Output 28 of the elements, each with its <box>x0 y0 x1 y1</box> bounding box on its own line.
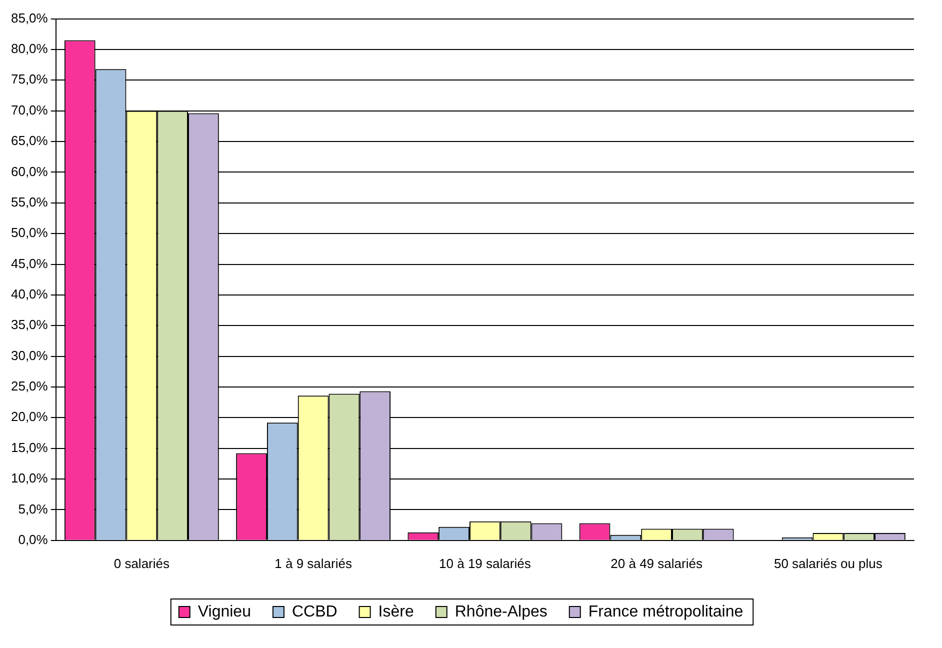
y-tick-label: 30,0% <box>10 348 48 363</box>
y-tick-label: 25,0% <box>10 378 48 394</box>
y-tick-label: 55,0% <box>10 194 48 210</box>
y-tick-label: 50,0% <box>10 225 48 240</box>
y-tick-label: 35,0% <box>10 317 48 332</box>
y-tick-label: 10,0% <box>10 470 48 486</box>
legend-label: Rhône-Alpes <box>454 603 548 620</box>
y-tick-label: 15,0% <box>10 440 48 455</box>
legend-label: Isère <box>378 603 414 620</box>
legend-label: Vignieu <box>198 603 251 620</box>
x-tick-label: 50 salariés ou plus <box>774 556 883 571</box>
y-tick-label: 60,0% <box>10 164 48 179</box>
y-tick-label: 75,0% <box>10 72 48 87</box>
y-tick-label: 5,0% <box>18 501 48 516</box>
x-tick-label: 0 salariés <box>114 556 170 571</box>
y-tick-label: 80,0% <box>10 41 48 56</box>
y-tick-label: 40,0% <box>10 286 48 302</box>
y-tick-label: 45,0% <box>10 256 48 271</box>
x-tick-label: 1 à 9 salariés <box>274 556 352 571</box>
y-tick-label: 70,0% <box>10 102 48 118</box>
y-tick-label: 85,0% <box>10 10 48 26</box>
x-tick-label: 10 à 19 salariés <box>439 556 532 571</box>
x-tick-label: 20 à 49 salariés <box>610 556 703 571</box>
legend-label: France métropolitaine <box>588 603 744 620</box>
y-tick-label: 0,0% <box>18 532 48 547</box>
legend-label: CCBD <box>292 603 338 620</box>
y-tick-label: 65,0% <box>10 133 48 148</box>
y-tick-label: 20,0% <box>10 409 48 424</box>
